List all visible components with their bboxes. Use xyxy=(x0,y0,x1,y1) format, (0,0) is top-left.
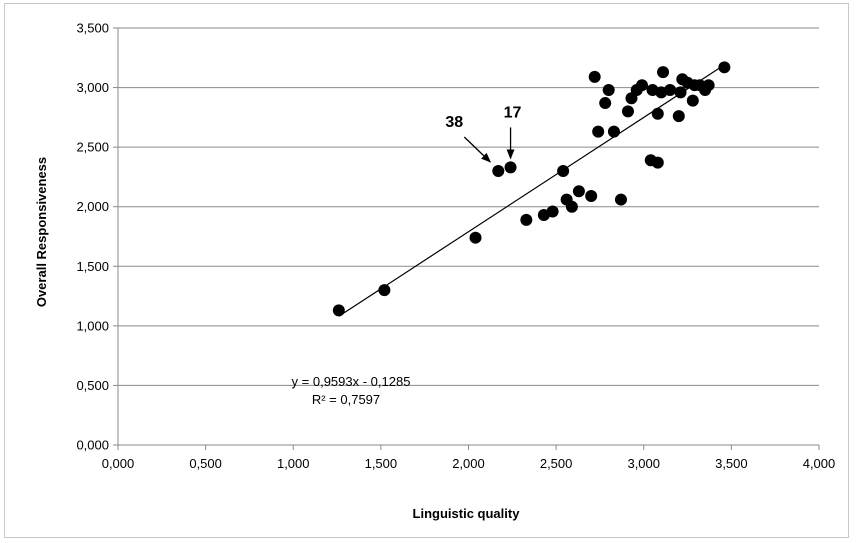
data-point xyxy=(520,213,533,226)
x-tick-label: 0,500 xyxy=(189,456,222,471)
x-tick-label: 2,500 xyxy=(540,456,573,471)
y-tick-label: 3,500 xyxy=(76,21,109,36)
x-tick-label: 3,000 xyxy=(627,456,660,471)
y-tick-label: 0,500 xyxy=(76,378,109,393)
trendline xyxy=(338,64,725,317)
data-point xyxy=(686,94,699,107)
data-point xyxy=(592,125,605,138)
x-tick-label: 4,000 xyxy=(803,456,836,471)
data-point xyxy=(557,164,570,177)
data-point xyxy=(546,205,559,218)
data-point xyxy=(565,200,578,213)
y-tick-label: 1,000 xyxy=(76,318,109,333)
data-point xyxy=(718,61,731,74)
y-tick-label: 2,500 xyxy=(76,140,109,155)
data-point xyxy=(614,193,627,206)
data-point xyxy=(621,105,634,118)
data-point xyxy=(635,79,648,92)
data-point xyxy=(602,83,615,96)
data-point xyxy=(657,66,670,79)
annotation-arrow xyxy=(463,136,492,163)
data-point xyxy=(651,156,664,169)
data-point xyxy=(672,110,685,123)
data-point xyxy=(378,284,391,297)
x-tick-label: 1,000 xyxy=(277,456,310,471)
x-tick-label: 3,500 xyxy=(715,456,748,471)
data-point xyxy=(674,86,687,99)
y-tick-label: 3,000 xyxy=(76,80,109,95)
data-point xyxy=(492,164,505,177)
annotation-label: 38 xyxy=(445,114,463,131)
data-point xyxy=(607,125,620,138)
data-point xyxy=(585,189,598,202)
x-tick-label: 1,500 xyxy=(365,456,398,471)
x-tick-label: 2,000 xyxy=(452,456,485,471)
annotation-label: 17 xyxy=(504,104,522,121)
data-point xyxy=(588,70,601,83)
r-squared-label: R² = 0,7597 xyxy=(312,392,380,407)
y-axis-title: Overall Responsiveness xyxy=(34,157,49,307)
data-point xyxy=(332,304,345,317)
trendline-equation: y = 0,9593x - 0,1285 xyxy=(292,374,411,389)
data-point xyxy=(469,231,482,244)
data-point xyxy=(504,161,517,174)
data-point xyxy=(664,83,677,96)
data-point xyxy=(702,79,715,92)
y-tick-label: 0,000 xyxy=(76,438,109,453)
data-point xyxy=(651,107,664,120)
data-point xyxy=(599,97,612,110)
x-tick-label: 0,000 xyxy=(102,456,135,471)
data-point xyxy=(572,185,585,198)
x-axis-title: Linguistic quality xyxy=(413,506,521,521)
y-tick-label: 1,500 xyxy=(76,259,109,274)
y-tick-label: 2,000 xyxy=(76,199,109,214)
